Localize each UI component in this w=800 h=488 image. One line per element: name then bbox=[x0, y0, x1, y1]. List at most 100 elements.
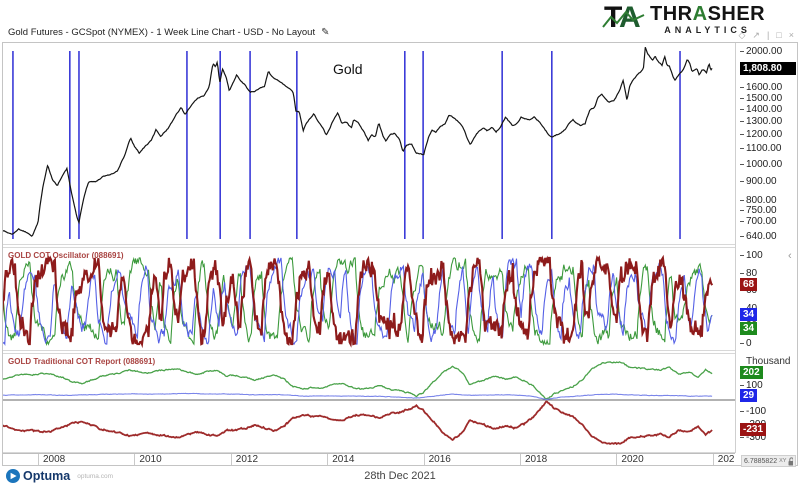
x-tick-label: 2008 bbox=[43, 454, 66, 465]
tick-text: 80 bbox=[746, 267, 758, 279]
lock-icon bbox=[788, 456, 793, 465]
gold-series-label: Gold bbox=[333, 61, 363, 77]
price-chart-canvas[interactable] bbox=[3, 43, 735, 245]
restore-icon[interactable]: □ bbox=[776, 30, 782, 40]
tick-text: 100 bbox=[746, 250, 763, 261]
tick-mark bbox=[740, 87, 744, 89]
tick-mark bbox=[740, 385, 744, 386]
monogram-t: T bbox=[604, 1, 623, 34]
x-tick-label: 2010 bbox=[139, 454, 162, 465]
x-tick-mark bbox=[327, 454, 329, 465]
y-tick-label: 750.00 bbox=[740, 205, 777, 216]
tick-mark bbox=[740, 272, 744, 274]
tick-mark bbox=[740, 411, 744, 412]
brand-name: THRASHER bbox=[650, 3, 765, 25]
y-tick-label: 1100.00 bbox=[740, 143, 781, 154]
brand-name-green-a: A bbox=[692, 3, 708, 25]
brand-text: THRASHER ANALYTICS bbox=[650, 3, 765, 35]
thrasher-analytics-logo: T A THRASHER ANALYTICS bbox=[602, 1, 765, 35]
y-tick-label: 800.00 bbox=[740, 195, 777, 206]
axis-value-badge: -231 bbox=[740, 422, 767, 436]
tick-text: 100 bbox=[746, 380, 763, 391]
axis-value-badge: 34 bbox=[740, 307, 758, 321]
tick-text: -300 bbox=[746, 432, 767, 443]
tick-text: 1500.00 bbox=[746, 92, 783, 104]
cot-report-canvas[interactable] bbox=[3, 354, 735, 452]
cot-report-title[interactable]: GOLD Traditional COT Report (088691) bbox=[8, 357, 156, 366]
y-axis-column[interactable]: Thousand ‹ 2000.00 1600.00 1500.00 1400.00 1… bbox=[735, 43, 797, 453]
pin-icon[interactable]: ↗ bbox=[752, 30, 760, 40]
cot-oscillator-title[interactable]: GOLD COT Oscillator (088691) bbox=[8, 251, 124, 260]
edit-title-icon[interactable]: ✎ bbox=[321, 27, 330, 38]
gold-price-line bbox=[3, 46, 713, 237]
y-tick-label: 1600.00 bbox=[740, 82, 782, 93]
tick-mark bbox=[740, 236, 744, 237]
optuma-logo[interactable]: Optuma optuma.com bbox=[6, 469, 113, 483]
thousand-axis-label: Thousand bbox=[746, 356, 791, 367]
tick-mark bbox=[740, 148, 744, 150]
cot-small-specs-line bbox=[3, 392, 713, 401]
tick-text: 60 bbox=[746, 285, 758, 297]
x-tick-mark bbox=[616, 454, 618, 465]
close-icon[interactable]: × bbox=[788, 30, 794, 40]
monogram-zigzag-icon bbox=[602, 10, 645, 28]
cot-oscillator-panel[interactable]: GOLD COT Oscillator (088691) bbox=[3, 247, 735, 351]
osc-large-specs-line bbox=[3, 256, 713, 347]
tick-text: 1200.00 bbox=[746, 128, 783, 140]
tick-text: 1300.00 bbox=[746, 115, 783, 127]
y-tick-label: 1300.00 bbox=[740, 116, 782, 127]
tick-mark bbox=[740, 255, 744, 256]
favorites-icon[interactable]: ◇ bbox=[738, 30, 746, 40]
axis-value-badge: 29 bbox=[740, 388, 758, 402]
x-tick-label: 2016 bbox=[428, 454, 451, 465]
y-tick-label: 640.00 bbox=[740, 231, 777, 242]
y-tick-label: -100 bbox=[740, 406, 766, 417]
x-tick-mark bbox=[712, 454, 714, 465]
cot-oscillator-canvas[interactable] bbox=[3, 248, 735, 350]
optuma-name: Optuma bbox=[23, 469, 71, 483]
tick-mark bbox=[740, 163, 744, 165]
tick-text: 1000.00 bbox=[746, 158, 783, 170]
x-tick-mark bbox=[230, 454, 232, 465]
chart-title-bar: Gold Futures - GCSpot (NYMEX) - 1 Week L… bbox=[8, 27, 330, 38]
cot-large-specs-line bbox=[3, 361, 713, 400]
tick-mark bbox=[740, 290, 744, 292]
x-tick-mark bbox=[520, 454, 521, 465]
axis-value-badge: 202 bbox=[740, 366, 763, 380]
tick-text: -100 bbox=[746, 406, 767, 417]
y-tick-label: -300 bbox=[740, 432, 766, 443]
collapse-panel-arrow-icon[interactable]: ‹ bbox=[788, 250, 792, 262]
tick-text: 900.00 bbox=[746, 175, 777, 187]
y-tick-label: 1200.00 bbox=[740, 129, 782, 140]
cot-commercials-line bbox=[3, 400, 713, 446]
tick-mark bbox=[740, 199, 744, 201]
tick-mark bbox=[740, 221, 744, 223]
ta-monogram-icon: T A bbox=[602, 1, 648, 35]
scale-ratio-unit: XY bbox=[779, 458, 787, 464]
y-tick-label: 2000.00 bbox=[740, 46, 782, 57]
scale-ratio-box[interactable]: 6.7885822 XY bbox=[741, 455, 796, 467]
x-tick-mark bbox=[423, 454, 425, 465]
osc-commercials-line bbox=[3, 254, 714, 349]
tick-mark bbox=[740, 343, 744, 344]
tick-text: 0 bbox=[746, 338, 752, 349]
tick-mark bbox=[740, 120, 744, 122]
tick-text: 750.00 bbox=[746, 205, 777, 217]
tick-mark bbox=[740, 51, 744, 52]
axis-value-badge: 68 bbox=[740, 277, 758, 291]
y-tick-label: 80 bbox=[740, 268, 757, 279]
cot-report-panel[interactable]: GOLD Traditional COT Report (088691) bbox=[3, 353, 735, 453]
brand-name-part: SHER bbox=[707, 3, 766, 25]
scale-ratio-value: 6.7885822 bbox=[744, 457, 778, 465]
y-tick-label: 1400.00 bbox=[740, 104, 782, 115]
tick-mark bbox=[740, 437, 744, 438]
tick-mark bbox=[740, 108, 744, 110]
y-tick-label: 1500.00 bbox=[740, 93, 782, 104]
tick-mark bbox=[740, 180, 744, 182]
axis-value-badge: 1,808.80 bbox=[740, 61, 796, 75]
chart-frame: Gold GOLD COT Oscillator (088691) GOLD T… bbox=[2, 42, 798, 466]
price-panel[interactable]: Gold bbox=[3, 43, 735, 245]
chart-title: Gold Futures - GCSpot (NYMEX) - 1 Week L… bbox=[8, 27, 316, 38]
